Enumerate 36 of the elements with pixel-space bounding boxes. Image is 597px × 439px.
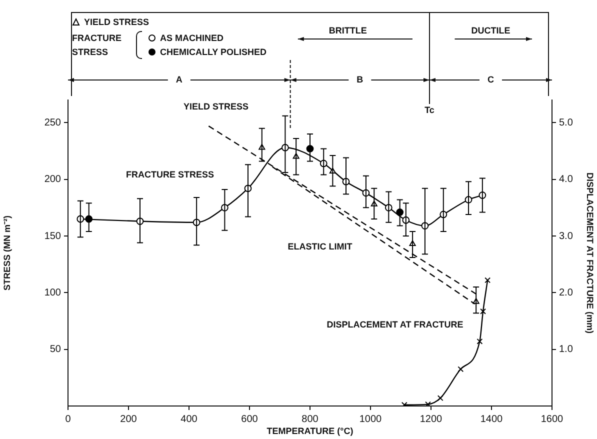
y-tick-label: 250 bbox=[44, 117, 62, 128]
legend-label: AS MACHINED bbox=[160, 33, 224, 43]
annotation: ELASTIC LIMIT bbox=[288, 241, 353, 252]
text: C bbox=[487, 74, 494, 84]
x-tick-label: 1400 bbox=[480, 414, 504, 425]
y-tick-label: 150 bbox=[44, 230, 62, 242]
x-tick-label: 1200 bbox=[420, 414, 443, 425]
y-axis-title: STRESS (MN m⁻²) bbox=[2, 215, 12, 290]
y-tick-label: 50 bbox=[50, 344, 62, 356]
annotation: DISPLACEMENT AT FRACTURE bbox=[326, 319, 464, 330]
y-tick-label: 100 bbox=[44, 287, 62, 298]
x-tick-label: 1000 bbox=[359, 414, 382, 425]
text: A bbox=[176, 74, 183, 84]
x-tick-label: 200 bbox=[120, 414, 138, 425]
y2-tick-label: 3.0 bbox=[559, 230, 574, 242]
text: DUCTILE bbox=[471, 25, 510, 36]
x-tick-label: 600 bbox=[241, 414, 258, 425]
ref-line-label: Tc bbox=[424, 104, 434, 115]
y2-axis-title: DISPLACEMENT AT FRACTURE (mm) bbox=[585, 172, 596, 334]
y-tick-label: 200 bbox=[44, 174, 62, 186]
x-tick-label: 800 bbox=[302, 414, 319, 425]
y2-tick-label: 4.0 bbox=[559, 174, 574, 186]
legend-label: CHEMICALLY POLISHED bbox=[160, 47, 267, 57]
x-tick-label: 0 bbox=[65, 414, 72, 425]
x-tick-label: 1600 bbox=[540, 414, 564, 425]
annotation: YIELD STRESS bbox=[183, 101, 249, 112]
legend-title: FRACTURE STRESS bbox=[72, 32, 122, 59]
annotation: FRACTURE STRESS bbox=[126, 169, 214, 180]
x-tick-label: 400 bbox=[180, 414, 198, 425]
y2-tick-label: 5.0 bbox=[559, 117, 574, 128]
legend-label: YIELD STRESS bbox=[84, 17, 150, 27]
y2-tick-label: 2.0 bbox=[559, 287, 574, 298]
text: B bbox=[356, 74, 364, 84]
y2-tick-label: 1.0 bbox=[559, 344, 574, 356]
text: BRITTLE bbox=[328, 25, 367, 36]
x-axis-title: TEMPERATURE (°C) bbox=[266, 426, 354, 436]
